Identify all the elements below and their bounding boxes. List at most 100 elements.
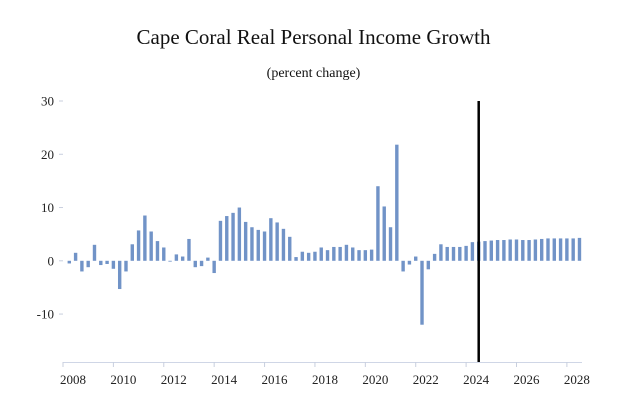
bar — [155, 241, 160, 261]
bar — [294, 257, 298, 261]
x-tick-label: 2018 — [312, 372, 338, 387]
bar — [565, 238, 569, 261]
bar — [332, 246, 336, 261]
x-tick-label: 2024 — [463, 372, 490, 387]
chart-title: Cape Coral Real Personal Income Growth — [136, 25, 491, 49]
bar — [533, 239, 538, 261]
bar — [558, 238, 563, 261]
x-tick-label: 2022 — [413, 372, 439, 387]
y-tick-label: 10 — [41, 200, 54, 215]
y-tick-label: 0 — [48, 253, 55, 268]
bar — [275, 222, 279, 261]
bar — [86, 260, 90, 268]
bar — [67, 260, 71, 264]
y-tick-label: 30 — [41, 94, 54, 109]
bar — [351, 247, 355, 261]
x-tick-label: 2014 — [211, 372, 238, 387]
bar — [199, 260, 204, 267]
bar — [136, 230, 141, 261]
bar — [407, 260, 412, 265]
bar — [281, 228, 286, 261]
bar — [521, 240, 525, 261]
bar — [73, 252, 78, 261]
bar — [376, 186, 380, 261]
bar — [325, 250, 330, 261]
bar — [483, 241, 487, 261]
bar — [546, 238, 550, 261]
bar — [243, 221, 248, 261]
bar — [470, 242, 475, 261]
bar — [439, 244, 443, 261]
bar — [306, 252, 311, 261]
y-tick-label: -10 — [37, 307, 54, 322]
chart-subtitle: (percent change) — [266, 66, 361, 81]
bar — [395, 144, 399, 261]
bar — [388, 227, 393, 261]
x-tick-label: 2016 — [262, 372, 289, 387]
bar — [420, 260, 424, 325]
bar — [319, 247, 323, 261]
bar — [162, 247, 166, 261]
x-tick-label: 2010 — [110, 372, 136, 387]
bar — [256, 229, 260, 261]
bar — [458, 246, 462, 261]
bar — [225, 216, 229, 261]
bar — [382, 206, 386, 261]
bar — [369, 249, 374, 261]
bar — [212, 260, 216, 274]
x-tick-label: 2028 — [564, 372, 590, 387]
bar — [231, 212, 235, 261]
bar — [174, 254, 179, 261]
bar — [432, 253, 437, 261]
bar — [193, 260, 197, 268]
bar — [338, 246, 342, 261]
bar — [92, 244, 97, 261]
bar — [357, 250, 361, 261]
bar — [363, 250, 368, 261]
bar — [300, 251, 305, 261]
bar — [206, 257, 210, 261]
bar — [514, 239, 519, 261]
bar — [571, 238, 575, 261]
bar — [105, 260, 109, 264]
bar — [451, 246, 456, 261]
bar — [577, 237, 582, 261]
bar — [237, 207, 242, 261]
bar — [218, 220, 223, 261]
bar — [130, 244, 134, 261]
bar — [445, 246, 449, 261]
bar — [149, 231, 153, 261]
bar — [80, 260, 84, 272]
bar — [527, 240, 531, 261]
bar — [552, 238, 556, 261]
bar — [414, 256, 418, 261]
bar — [508, 239, 512, 261]
x-tick-label: 2008 — [60, 372, 86, 387]
bar — [187, 238, 191, 261]
bar — [124, 260, 128, 272]
bar — [99, 260, 103, 266]
bar — [489, 240, 494, 261]
x-tick-label: 2026 — [513, 372, 540, 387]
x-tick-label: 2020 — [362, 372, 388, 387]
bar — [495, 240, 500, 261]
x-tick-label: 2012 — [161, 372, 187, 387]
bar — [464, 245, 468, 261]
bar — [262, 231, 267, 261]
bar — [180, 256, 185, 261]
bar — [288, 236, 292, 261]
bar — [117, 260, 122, 290]
bar — [539, 238, 544, 261]
bar — [269, 218, 273, 261]
bar — [401, 260, 405, 272]
bar — [168, 260, 172, 262]
y-tick-label: 20 — [41, 147, 54, 162]
bar — [250, 227, 254, 261]
bar — [344, 244, 349, 261]
bar — [502, 240, 506, 261]
bar — [426, 260, 431, 270]
bar — [143, 215, 147, 261]
bar — [111, 260, 116, 269]
bar — [313, 251, 317, 261]
